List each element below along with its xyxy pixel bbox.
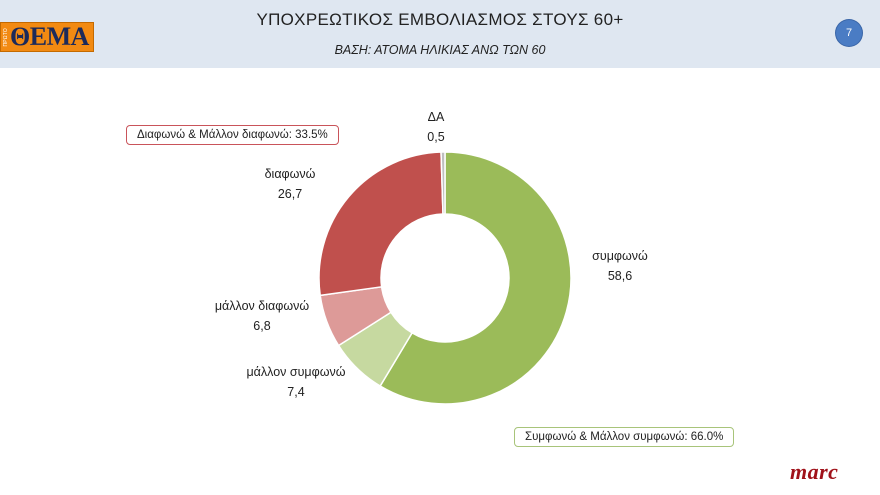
header-bar bbox=[0, 0, 880, 68]
slice-category-label: μάλλον συμφωνώ bbox=[246, 365, 345, 379]
logo-main-text: ΘΕΜΑ bbox=[10, 22, 89, 51]
agree-summary-box: Συμφωνώ & Μάλλον συμφωνώ: 66.0% bbox=[514, 427, 735, 447]
page-number-badge: 7 bbox=[836, 20, 862, 46]
slice-value-label: 7,4 bbox=[287, 385, 304, 399]
disagree-summary-box: Διαφωνώ & Μάλλον διαφωνώ: 33.5% bbox=[126, 125, 339, 145]
slice-value-label: 26,7 bbox=[278, 187, 302, 201]
slice-value-label: 58,6 bbox=[608, 269, 632, 283]
marc-logo: marc bbox=[790, 459, 839, 484]
slice-category-label: μάλλον διαφωνώ bbox=[215, 299, 309, 313]
page-subtitle: ΒΑΣΗ: ΑΤΟΜΑ ΗΛΙΚΙΑΣ ΑΝΩ ΤΩΝ 60 bbox=[334, 43, 546, 57]
donut-slice bbox=[318, 151, 444, 297]
slice-category-label: συμφωνώ bbox=[592, 249, 648, 263]
slice-category-label: διαφωνώ bbox=[265, 167, 316, 181]
newspaper-logo: ΠΡΩΤΟ ΘΕΜΑ bbox=[0, 22, 94, 52]
donut-slice bbox=[379, 151, 572, 405]
page-title: ΥΠΟΧΡΕΩΤΙΚΟΣ ΕΜΒΟΛΙΑΣΜΟΣ ΣΤΟΥΣ 60+ bbox=[256, 10, 624, 29]
donut-slice bbox=[440, 151, 446, 215]
slice-value-label: 0,5 bbox=[427, 130, 444, 144]
slice-category-label: ΔΑ bbox=[428, 110, 445, 124]
slice-value-label: 6,8 bbox=[253, 319, 270, 333]
